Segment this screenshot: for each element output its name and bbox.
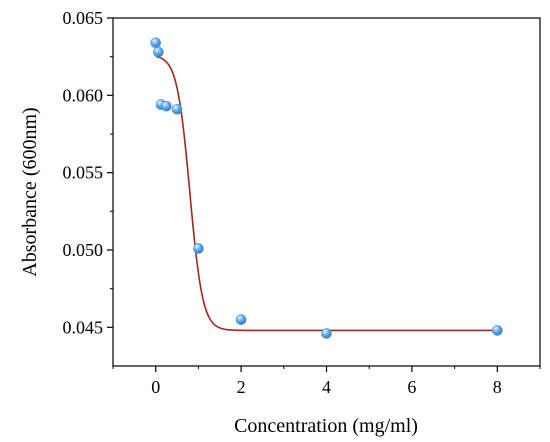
- data-point: [161, 100, 172, 112]
- x-tick-label: 0: [151, 377, 160, 397]
- x-tick-label: 6: [407, 377, 416, 397]
- y-tick-label: 0.045: [63, 317, 104, 337]
- x-tick-label: 2: [237, 377, 246, 397]
- x-tick-label: 8: [493, 377, 502, 397]
- data-point: [235, 314, 247, 325]
- plot-area-frame: [112, 17, 541, 367]
- y-axis-ticks: 0.045 0.050 0.055 0.060 0.065: [63, 8, 113, 337]
- y-tick-label: 0.065: [63, 8, 104, 28]
- data-point: [321, 328, 332, 339]
- fit-curve: [155, 55, 498, 332]
- y-tick-label: 0.060: [63, 85, 104, 105]
- data-point: [193, 243, 204, 254]
- x-axis-title: Concentration (mg/ml): [234, 415, 418, 437]
- x-axis-ticks: 0 2 4 6 8: [112, 366, 541, 397]
- data-point: [171, 103, 183, 115]
- data-points: [150, 37, 503, 339]
- data-point: [153, 46, 164, 58]
- y-tick-label: 0.050: [63, 240, 104, 260]
- x-tick-label: 4: [322, 377, 331, 397]
- data-point: [491, 325, 503, 336]
- y-axis-title: Absorbance (600nm): [19, 107, 41, 276]
- y-tick-label: 0.055: [63, 163, 104, 183]
- data-point: [150, 37, 161, 49]
